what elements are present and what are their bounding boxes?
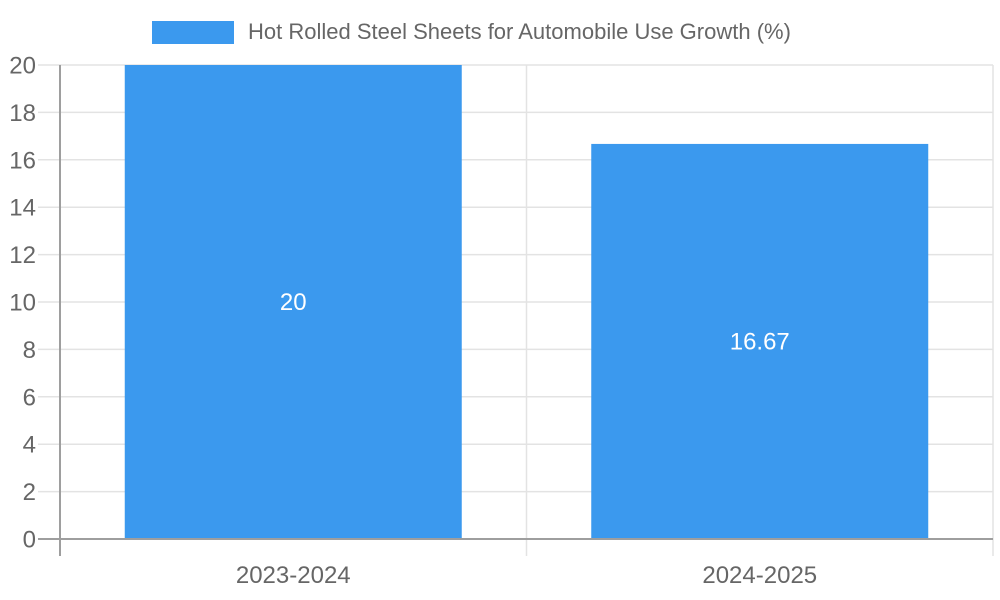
y-tick-label: 0 — [23, 527, 36, 554]
legend-label: Hot Rolled Steel Sheets for Automobile U… — [248, 19, 791, 44]
y-tick-label: 12 — [9, 242, 36, 269]
y-tick-label: 16 — [9, 147, 36, 174]
bar-2024-2025 — [591, 143, 929, 539]
y-tick-label: 10 — [9, 290, 36, 317]
y-tick-label: 4 — [23, 432, 36, 459]
x-tick-label: 2024-2025 — [702, 562, 817, 589]
bar-value-label: 16.67 — [730, 328, 790, 355]
bar-2023-2024 — [124, 65, 462, 539]
x-tick-label: 2023-2024 — [236, 562, 351, 589]
y-tick-label: 18 — [9, 100, 36, 127]
y-tick-label: 20 — [9, 53, 36, 80]
legend-swatch — [152, 20, 234, 44]
y-tick-label: 8 — [23, 337, 36, 364]
legend: Hot Rolled Steel Sheets for Automobile U… — [152, 19, 791, 45]
y-tick-label: 14 — [9, 195, 36, 222]
y-tick-label: 2 — [23, 479, 36, 506]
bar-value-label: 20 — [280, 289, 307, 316]
y-tick-label: 6 — [23, 384, 36, 411]
